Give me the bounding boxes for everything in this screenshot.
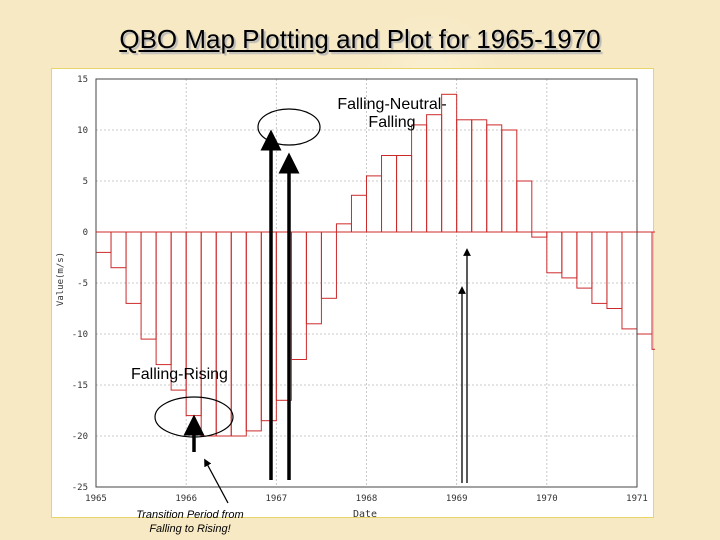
- y-tick-label: -20: [72, 432, 88, 442]
- x-tick-label: 1969: [446, 494, 468, 504]
- annotation-transition-period: Transition Period from Falling to Rising…: [136, 509, 244, 535]
- bar: [290, 231, 307, 360]
- bar: [651, 231, 655, 350]
- y-tick-label: 5: [83, 177, 88, 187]
- x-axis-label: Date: [353, 509, 377, 519]
- bar: [486, 124, 503, 233]
- bar: [546, 231, 563, 274]
- bar: [411, 124, 428, 233]
- bar: [606, 231, 623, 309]
- bar: [636, 231, 653, 335]
- y-tick-label: 0: [83, 228, 88, 238]
- y-tick-label: -10: [72, 330, 88, 340]
- bar: [366, 175, 383, 233]
- bar: [125, 231, 142, 304]
- grid-layer: [95, 78, 638, 488]
- bar: [516, 180, 533, 233]
- bar: [456, 119, 473, 233]
- bar: [245, 231, 262, 432]
- y-axis-label: Value(m/s): [56, 252, 66, 306]
- x-tick-label: 1967: [265, 494, 287, 504]
- y-tick-label: -25: [72, 483, 88, 493]
- bar: [260, 231, 277, 422]
- bar: [185, 231, 202, 417]
- bar: [591, 231, 608, 304]
- y-tick-label: 15: [77, 75, 88, 85]
- bar: [335, 223, 352, 233]
- y-tick-label: 10: [77, 126, 88, 136]
- x-tick-label: 1968: [356, 494, 378, 504]
- slide-title: QBO Map Plotting and Plot for 1965-1970: [119, 24, 601, 54]
- annotation-falling-rising: Falling-Rising: [131, 366, 228, 383]
- bar: [471, 119, 488, 233]
- bar-layer: [95, 93, 655, 437]
- bar: [155, 231, 172, 366]
- bar: [396, 155, 413, 233]
- bar: [561, 231, 578, 279]
- bar: [275, 231, 292, 401]
- y-tick-label: -5: [77, 279, 88, 289]
- bar: [320, 231, 337, 299]
- bar: [621, 231, 638, 330]
- plot-frame: [95, 78, 638, 488]
- bar: [95, 231, 112, 253]
- bar: [576, 231, 593, 289]
- bar: [305, 231, 322, 325]
- bar: [531, 231, 548, 238]
- bar: [110, 231, 127, 269]
- x-tick-label: 1966: [175, 494, 197, 504]
- bar: [350, 194, 368, 233]
- chart-frame: 15 10 5 0 -5 -10 -15 -20 -25 1965 1966 1967 1968 1969…: [51, 68, 655, 519]
- bar: [140, 231, 157, 340]
- annotation-falling-neutral-falling: Falling-Neutral- Falling: [337, 96, 447, 131]
- bar: [426, 114, 443, 233]
- x-tick-label: 1970: [536, 494, 558, 504]
- x-tick-label: 1965: [85, 494, 107, 504]
- bar: [381, 155, 398, 233]
- y-tick-label: -15: [72, 381, 88, 391]
- x-tick-label: 1971: [626, 494, 648, 504]
